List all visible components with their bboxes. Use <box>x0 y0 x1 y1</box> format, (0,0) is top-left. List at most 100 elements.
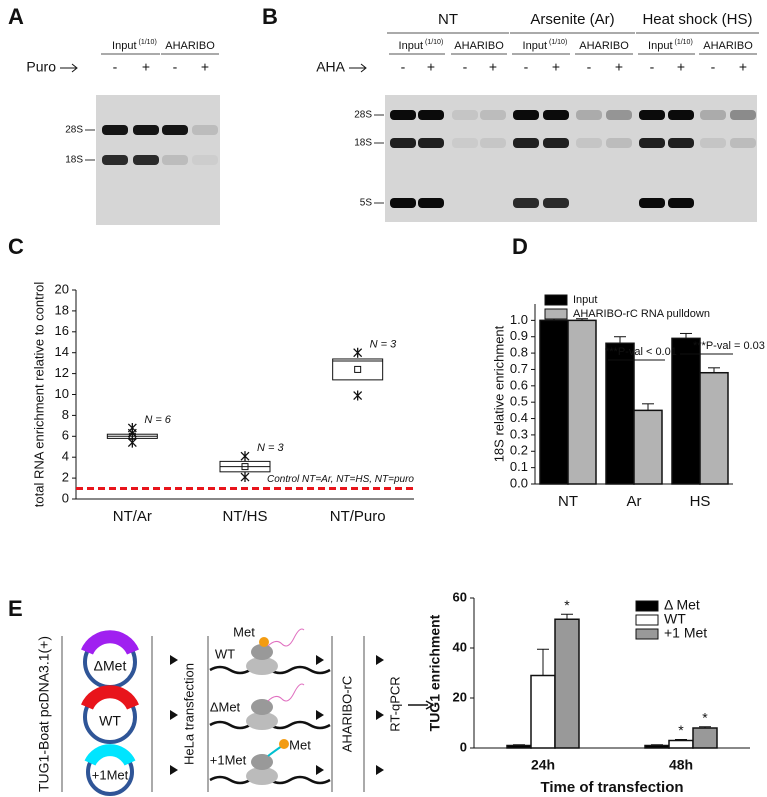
y-tick-label: 0.9 <box>510 328 528 343</box>
box-mean <box>354 365 362 373</box>
lane-sign: - <box>524 59 529 75</box>
lane-header: Input <box>648 40 672 52</box>
panel-label: C <box>8 234 24 259</box>
plasmid-label: +1Met <box>92 767 129 782</box>
arrowheads <box>316 655 324 775</box>
lane-sign: - <box>173 59 178 75</box>
lane-header-sup: (1/10) <box>425 39 443 46</box>
bar <box>699 371 729 485</box>
plasmid-label: ΔMet <box>94 658 127 674</box>
band <box>668 138 694 148</box>
legend-label: WT <box>664 611 686 627</box>
peptide <box>267 683 305 702</box>
legend-swatch <box>544 294 568 306</box>
legend-label: AHARIBO-rC RNA pulldown <box>573 308 710 320</box>
step-label: RT-qPCR <box>387 676 402 731</box>
lane-header: Input <box>523 40 547 52</box>
arrowheads <box>170 655 178 775</box>
box-mean <box>241 463 249 471</box>
legend-swatch <box>544 308 568 320</box>
y-tick-label: 0 <box>62 490 69 505</box>
legend-swatch <box>635 628 659 640</box>
lane-sign: + <box>739 59 747 75</box>
band <box>606 110 632 120</box>
met-label: Met <box>233 624 255 639</box>
y-tick-label: 0.3 <box>510 426 528 441</box>
band <box>418 110 444 120</box>
lane-sign: + <box>201 59 209 75</box>
bar <box>671 337 701 485</box>
y-tick-label: 16 <box>55 323 69 338</box>
band <box>452 138 478 148</box>
ribosome <box>246 767 278 785</box>
band <box>513 110 539 120</box>
met-residue <box>259 637 269 647</box>
lane-sign: + <box>489 59 497 75</box>
x-tick-label: Ar <box>627 493 642 510</box>
panel-label: A <box>8 4 24 29</box>
bar <box>567 319 597 485</box>
band <box>102 125 128 135</box>
y-tick-label: 10 <box>55 386 69 401</box>
significance-star: * <box>702 709 708 725</box>
lane-sign: + <box>552 59 560 75</box>
n-label: N = 6 <box>144 414 171 426</box>
y-tick-label: 0.7 <box>510 361 528 376</box>
significance-star: * <box>678 722 684 738</box>
lane-sign: - <box>463 59 468 75</box>
arrowheads <box>376 655 384 775</box>
band <box>639 110 665 120</box>
met-residue <box>279 739 289 749</box>
annotation: ***P-val < 0.01 <box>605 346 677 358</box>
lane-sign: + <box>615 59 623 75</box>
treatment-label: AHA <box>316 59 345 75</box>
group-label: NT <box>438 11 458 28</box>
insert <box>81 630 139 655</box>
band <box>543 198 569 208</box>
band <box>133 125 159 135</box>
plasmid-label: WT <box>99 713 121 729</box>
y-tick-label: 6 <box>62 428 69 443</box>
lane-sign: + <box>677 59 685 75</box>
legend-swatch <box>635 614 659 626</box>
bar <box>554 618 580 749</box>
x-tick-label: NT <box>558 493 578 510</box>
legend-label: +1 Met <box>664 625 707 641</box>
ribosome <box>246 657 278 675</box>
band <box>513 198 539 208</box>
n-label: N = 3 <box>257 442 284 454</box>
y-tick-label: 18 <box>55 302 69 317</box>
bar <box>633 409 663 485</box>
arrow <box>425 700 435 710</box>
band <box>390 198 416 208</box>
y-tick-label: 4 <box>62 449 69 464</box>
band <box>639 198 665 208</box>
band <box>639 138 665 148</box>
band <box>162 125 188 135</box>
y-tick-label: 20 <box>55 281 69 296</box>
y-tick-label: 20 <box>453 689 467 704</box>
insert <box>84 744 136 766</box>
outlier-point <box>353 390 363 401</box>
group-label: Heat shock (HS) <box>642 11 752 28</box>
lane-header: AHARIBO <box>454 40 504 52</box>
lane-header: Input <box>112 40 136 52</box>
y-tick-label: 0.4 <box>510 410 528 425</box>
y-tick-label: 12 <box>55 365 69 380</box>
treatment-arrow <box>360 63 367 73</box>
panel-label: D <box>512 234 528 259</box>
y-tick-label: 0.6 <box>510 377 528 392</box>
x-tick-label: NT/HS <box>223 508 268 525</box>
marker-label: 18S <box>354 138 372 149</box>
construct-label: ΔMet <box>210 699 241 714</box>
y-tick-label: 2 <box>62 470 69 485</box>
marker-label: 28S <box>354 110 372 121</box>
band <box>730 110 756 120</box>
legend-label: Input <box>573 294 597 306</box>
bar <box>644 744 670 749</box>
ribosome <box>246 712 278 730</box>
y-axis-label: TUG1 enrichment <box>427 614 443 731</box>
band <box>513 138 539 148</box>
band <box>390 138 416 148</box>
band <box>576 138 602 148</box>
